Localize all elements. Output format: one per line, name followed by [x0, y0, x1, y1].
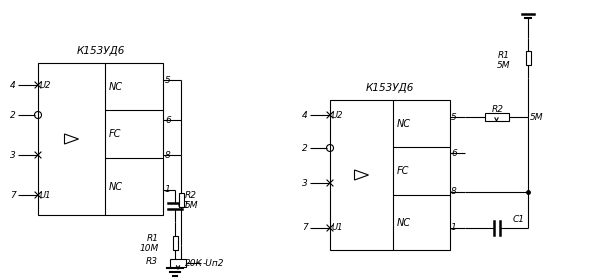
Text: 5М: 5М — [530, 113, 544, 122]
Text: U2: U2 — [332, 111, 344, 120]
Text: NC: NC — [397, 218, 411, 227]
Text: 2: 2 — [302, 144, 308, 153]
Polygon shape — [355, 170, 368, 180]
Text: 2: 2 — [10, 111, 16, 120]
Text: 4: 4 — [10, 81, 16, 90]
Bar — [179, 193, 184, 207]
Text: 4: 4 — [302, 111, 308, 120]
Text: NC: NC — [109, 181, 123, 192]
Bar — [485, 113, 509, 121]
Text: C1: C1 — [513, 214, 525, 223]
Text: 5М: 5М — [185, 200, 199, 209]
Bar — [173, 235, 178, 249]
Bar — [526, 51, 530, 65]
Text: 10М: 10М — [140, 244, 159, 253]
Text: 7: 7 — [302, 223, 308, 232]
Text: К153УД6: К153УД6 — [76, 46, 125, 56]
Text: 5М: 5М — [497, 60, 510, 69]
Text: 5: 5 — [165, 76, 171, 85]
Text: C1: C1 — [178, 202, 190, 211]
Text: К153УД6: К153УД6 — [366, 83, 414, 93]
Text: 1: 1 — [451, 223, 457, 232]
Text: FC: FC — [397, 166, 409, 176]
Text: R1: R1 — [498, 50, 510, 60]
Text: R3: R3 — [146, 258, 158, 267]
Text: -Uп2: -Uп2 — [203, 258, 224, 267]
Text: 7: 7 — [10, 190, 16, 200]
Text: U2: U2 — [40, 81, 52, 90]
Text: R2: R2 — [185, 192, 197, 200]
Bar — [38, 63, 163, 215]
Text: 1: 1 — [165, 186, 171, 195]
Text: 6: 6 — [451, 148, 457, 158]
Text: FC: FC — [109, 129, 121, 139]
Bar — [170, 259, 186, 267]
Text: U1: U1 — [332, 223, 344, 232]
Bar — [330, 100, 450, 250]
Text: NC: NC — [109, 81, 123, 92]
Polygon shape — [65, 134, 79, 144]
Text: 20К: 20К — [185, 258, 203, 267]
Text: R2: R2 — [491, 104, 503, 113]
Text: 5: 5 — [451, 113, 457, 122]
Text: NC: NC — [397, 118, 411, 129]
Text: 3: 3 — [302, 179, 308, 188]
Text: 8: 8 — [165, 151, 171, 160]
Text: U1: U1 — [40, 190, 52, 200]
Text: 8: 8 — [451, 188, 457, 197]
Text: R1: R1 — [147, 234, 159, 243]
Text: 3: 3 — [10, 151, 16, 160]
Text: 6: 6 — [165, 116, 171, 125]
